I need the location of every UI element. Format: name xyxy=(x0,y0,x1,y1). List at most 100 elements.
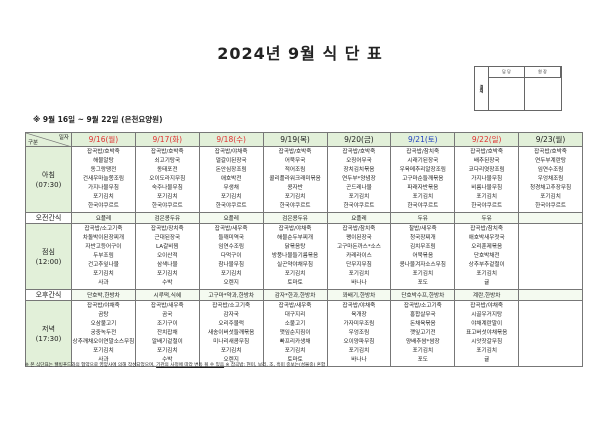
menu-item: 시래기된장국 xyxy=(407,158,439,164)
snack-cell: 요플레 xyxy=(71,212,136,224)
snack-cell: 고구마*약과,한방차 xyxy=(198,289,264,301)
row-label: 아침 (07:30) xyxy=(25,146,72,213)
menu-item: 시앗잣갈무침 xyxy=(471,339,503,345)
menu-item: 귤 xyxy=(484,280,490,286)
row-label: 오후간식 xyxy=(25,289,72,301)
menu-item: 바나나 xyxy=(351,280,367,286)
approval-sign-staff xyxy=(489,78,525,110)
menu-item: 한국야쿠르트 xyxy=(407,203,439,209)
menu-item: 사과 xyxy=(98,280,109,286)
menu-item: 근대된장국 xyxy=(154,235,181,241)
menu-item: 찰밥/새우죽 xyxy=(409,226,437,232)
meal-row: 아침 (07:30) 잡곡밥/호박죽 해물알탕 동그랑땡전 건새우마늘쫑조림 가지나물무침 포… xyxy=(25,146,583,213)
menu-item: 참나물무침 xyxy=(218,262,245,268)
snack-cell: 검은콩두유 xyxy=(134,212,200,224)
meal-cell: 잡곡밥/야채죽 육개장 가자미무조림 우엉조림 오이양파무침 포기김치 바나나 xyxy=(326,300,392,367)
corner-date-label: 일자 xyxy=(58,135,69,141)
menu-item: 소불고기 xyxy=(284,321,306,327)
menu-item: 오징어무국 xyxy=(346,158,372,164)
menu-item: 토마토 xyxy=(287,280,303,286)
menu-item: 잡곡밥/호박죽 xyxy=(150,149,184,155)
menu-item: 표고버섯야채볶음 xyxy=(466,330,508,336)
menu-item: 곤드레나물 xyxy=(346,185,372,191)
menu-item: 잡곡밥/호박죽 xyxy=(534,149,567,155)
snack-cell: 요플레 xyxy=(326,212,392,224)
menu-item: 포기김치 xyxy=(476,194,497,200)
menu-item: 잡곡밥/참치죽 xyxy=(406,149,440,155)
menu-item: 우엉조림 xyxy=(348,330,370,336)
menu-item: 잡곡밥/호박죽 xyxy=(342,149,376,155)
menu-item: 잡곡밥/참치죽 xyxy=(342,226,376,232)
menu-item: 가자미무조림 xyxy=(343,321,375,327)
menu-item: 건새우마늘쫑조림 xyxy=(82,176,125,182)
menu-item: 홍합살무국 xyxy=(409,312,436,318)
page-title: 2024년 9월 식 단 표 xyxy=(217,44,383,63)
meal-cell: 잡곡밥/새우죽 곰국 조기구이 잔치잡채 알배기겉절이 포기김치 수박 xyxy=(134,300,200,367)
menu-item: 포기김치 xyxy=(220,194,242,200)
menu-item: 임연수조림 xyxy=(218,244,245,250)
meal-cell: 잡곡밥/호박죽 배추된장국 코다리엿장조림 가지나물무침 비름나물무침 포기김치 한국야쿠르… xyxy=(454,146,520,213)
menu-item: 콩나물겨자소스무침 xyxy=(399,262,446,268)
day-header: 9/17(화) xyxy=(134,132,200,147)
menu-item: 양배추쌈*쌈장 xyxy=(405,339,440,345)
meal-row: 점심 (12:00) 잡곡밥/소고기죽 차돌박이된장찌개 자반고등어구이 두부조림 건고추잎… xyxy=(25,223,583,290)
menu-item: 새송이버섯들깨볶음 xyxy=(208,330,255,336)
menu-item: 건고추잎나물 xyxy=(87,262,119,268)
menu-item: 잡곡밥/호박죽 xyxy=(278,149,312,155)
menu-item: 포도 xyxy=(417,357,428,363)
menu-item: 바나나 xyxy=(351,357,367,363)
menu-item: 곰국 xyxy=(162,312,173,318)
menu-item: 수박 xyxy=(162,280,173,286)
menu-item: 잡곡밥/참치죽 xyxy=(470,226,504,232)
menu-item: 포기김치 xyxy=(348,194,370,200)
menu-item: 비름나물무침 xyxy=(471,185,503,191)
menu-item: 연두부*양념장 xyxy=(342,176,376,182)
menu-item: 잡곡밥/야채죽 xyxy=(470,303,504,309)
meal-cell: 잡곡밥/야채죽 해물순두부찌개 닭볶음탕 방풍나물들기름볶음 실곤약야채무침 포기김치 토마… xyxy=(262,223,328,290)
menu-item: 파래자반볶음 xyxy=(407,185,439,191)
menu-item: 우엉채조림 xyxy=(537,176,564,182)
menu-item: 잡곡밥/야채죽 xyxy=(214,149,248,155)
menu-item: 한국야쿠르트 xyxy=(87,203,119,209)
menu-item: 닭볶음탕 xyxy=(284,244,306,250)
menu-item: 김치무조림 xyxy=(409,244,436,250)
menu-item: 포기김치 xyxy=(157,271,178,277)
menu-item: 잡곡밥/새우죽 xyxy=(214,226,248,232)
menu-item: 청국장찌개 xyxy=(409,235,436,241)
snack-cell: 두유 xyxy=(454,212,520,224)
menu-item: 잔치잡채 xyxy=(157,330,178,336)
menu-item: 한국야쿠르트 xyxy=(215,203,247,209)
menu-item: 실곤약야채무침 xyxy=(277,262,314,268)
day-header: 9/23(월) xyxy=(518,132,583,147)
approval-col-staff: 담 당 xyxy=(489,67,525,78)
meal-cell: 잡곡밥/참치죽 시래기된장국 우육메추리알장조림 고구마순들깨볶음 파래자반볶음 포기김치… xyxy=(390,146,456,213)
menu-item: 방풍나물들기름볶음 xyxy=(271,253,319,259)
menu-item: 잡곡밥/호박죽 xyxy=(470,149,504,155)
menu-item: 시골우거지탕 xyxy=(471,312,503,318)
row-label-line: 저녁 xyxy=(42,324,55,333)
menu-item: 단호박채전 xyxy=(473,253,500,259)
day-header: 9/20(금) xyxy=(326,132,392,147)
menu-item: 포기김치 xyxy=(284,348,306,354)
menu-item: 애호박전 xyxy=(220,176,242,182)
meal-cell: 잡곡밥/참치죽 팽이된장국 고구마돈까스*소스 카레라이스 단무지무침 포기김치 바나나 xyxy=(326,223,392,290)
meal-cell xyxy=(518,300,583,367)
snack-cell xyxy=(518,289,583,301)
menu-item: 잡곡밥/호박죽 xyxy=(87,149,120,155)
menu-item: 곰탕 xyxy=(98,312,109,318)
menu-item: 포기김치 xyxy=(412,348,434,354)
menu-item: 포기김치 xyxy=(348,271,370,277)
menu-item: 잡곡밥/새우죽 xyxy=(278,303,312,309)
meal-cell: 잡곡밥/야채죽 시골우거지탕 야채계란말이 표고버섯야채볶음 시앗잣갈무침 포기김치 귤 xyxy=(454,300,520,367)
meal-row: 저녁 (17:30) 잡곡밥/야채죽 곰탕 오삼불고기 궁중녹두전 상추깨채오이연말소스무침… xyxy=(25,300,583,367)
menu-item: 야채계란말이 xyxy=(471,321,503,327)
menu-item: 포기김치 xyxy=(348,348,370,354)
menu-item: 포기김치 xyxy=(93,271,114,277)
row-label-line: 아침 xyxy=(42,170,55,179)
menu-item: 포기김치 xyxy=(93,348,114,354)
menu-item: 오이산적 xyxy=(157,253,178,259)
corner-cell: 일자 구분 xyxy=(25,132,72,147)
menu-item: 오이도라지무침 xyxy=(149,176,186,182)
menu-item: 단무지무침 xyxy=(346,262,372,268)
menu-item: 포기김치 xyxy=(157,348,178,354)
